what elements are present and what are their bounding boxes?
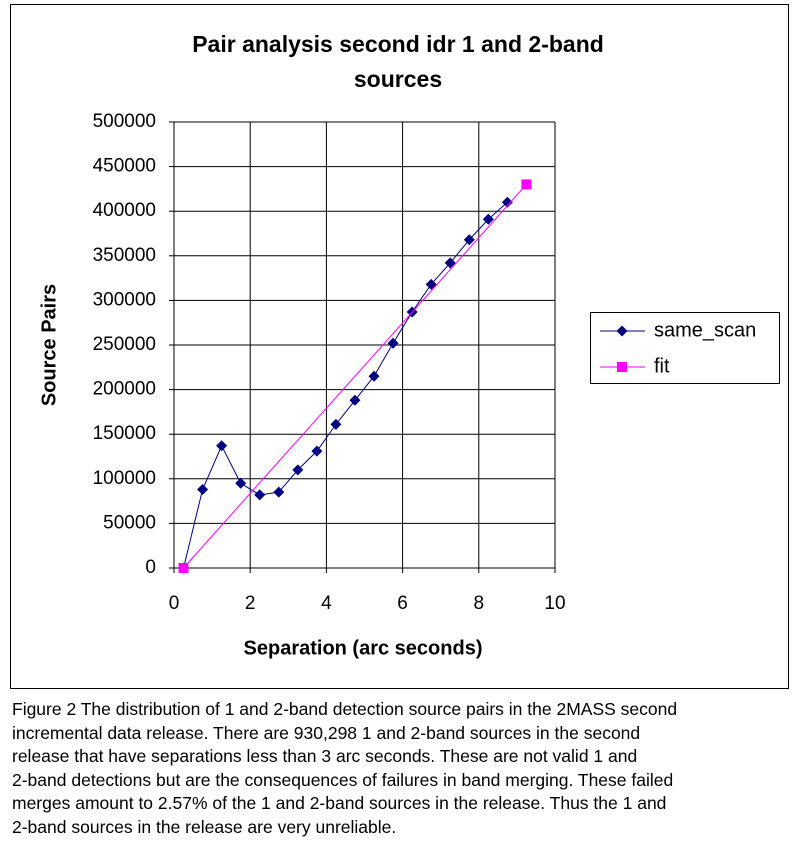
y-tick-label: 50000: [103, 512, 156, 533]
x-tick-label: 2: [245, 593, 256, 614]
caption-line: 2-band detections but are the consequenc…: [12, 769, 674, 790]
data-point: [349, 394, 361, 406]
data-point: [292, 464, 304, 476]
y-tick-label: 100000: [93, 468, 156, 489]
caption-line: incremental data release. There are 930,…: [12, 722, 641, 743]
data-point: [235, 477, 247, 489]
y-tick-label: 450000: [93, 156, 156, 177]
y-tick-label: 350000: [93, 245, 156, 266]
data-point: [311, 445, 323, 457]
y-tick-label: 500000: [93, 111, 156, 132]
data-point: [425, 278, 437, 290]
data-point: [216, 440, 228, 452]
y-tick-label: 150000: [93, 423, 156, 444]
data-point: [501, 196, 513, 208]
x-tick-label: 6: [397, 593, 408, 614]
x-tick-label: 10: [544, 593, 565, 614]
data-point: [387, 337, 399, 349]
x-tick-label: 0: [169, 593, 180, 614]
data-point: [273, 486, 285, 498]
legend-label: fit: [654, 355, 670, 377]
data-point: [330, 418, 342, 430]
series-line: [183, 201, 508, 569]
data-point: [197, 484, 209, 496]
series-line: [183, 184, 527, 569]
legend-marker: [617, 362, 627, 372]
y-tick-label: 300000: [93, 289, 156, 310]
x-tick-label: 8: [474, 593, 485, 614]
legend-marker: [616, 325, 628, 337]
legend-label: same_scan: [654, 319, 756, 341]
y-tick-label: 250000: [93, 334, 156, 355]
x-axis-label: Separation (arc seconds): [244, 637, 483, 659]
data-point: [254, 489, 266, 501]
y-tick-label: 200000: [93, 379, 156, 400]
y-axis-label: Source Pairs: [38, 284, 60, 406]
x-tick-label: 4: [321, 593, 332, 614]
data-point: [521, 179, 532, 190]
chart: Pair analysis second idr 1 and 2-band so…: [10, 4, 789, 689]
chart-title: Pair analysis second idr 1 and 2-band: [192, 31, 604, 57]
caption-line: 2-band sources in the release are very u…: [12, 816, 397, 837]
y-tick-label: 400000: [93, 200, 156, 221]
caption-line: release that have separations less than …: [12, 746, 638, 766]
data-point: [463, 234, 475, 246]
caption: Figure 2 The distribution of 1 and 2-ban…: [12, 698, 792, 839]
data-point: [368, 370, 380, 382]
caption-line: merges amount to 2.57% of the 1 and 2-ba…: [12, 793, 667, 813]
chart-title: sources: [354, 66, 442, 92]
caption-line: Figure 2 The distribution of 1 and 2-ban…: [12, 699, 678, 719]
y-tick-label: 0: [145, 557, 156, 578]
data-point: [444, 257, 456, 269]
data-point: [178, 563, 189, 573]
data-point: [482, 213, 494, 225]
